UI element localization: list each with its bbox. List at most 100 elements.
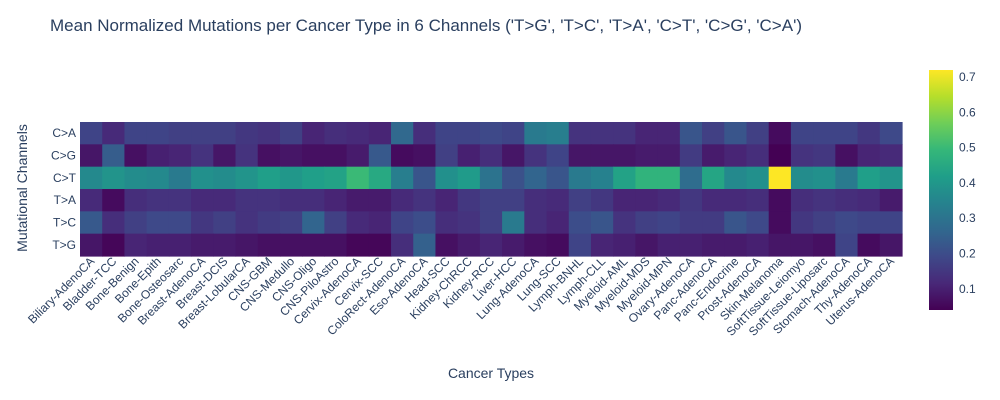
heatmap-cell	[235, 211, 259, 235]
heatmap-cell	[324, 233, 348, 257]
heatmap-cell	[502, 233, 525, 257]
heatmap-cell	[857, 122, 881, 145]
heatmap-cell	[302, 166, 325, 190]
heatmap-cell	[546, 144, 570, 168]
heatmap-cell	[524, 166, 548, 190]
heatmap-cell	[80, 166, 103, 190]
heatmap-cell	[346, 166, 370, 190]
heatmap-cell	[635, 211, 659, 235]
heatmap-cell	[124, 144, 148, 168]
heatmap-cell	[80, 211, 103, 235]
heatmap-cell	[502, 144, 525, 168]
heatmap-cell	[124, 122, 148, 145]
heatmap-cell	[835, 211, 859, 235]
heatmap-cell	[790, 189, 814, 212]
heatmap-cell	[391, 122, 414, 145]
heatmap-cell	[457, 233, 481, 257]
heatmap-cell	[879, 211, 903, 235]
colorbar-tick-label: 0.4	[959, 176, 976, 190]
heatmap-cell	[635, 166, 659, 190]
heatmap-cell	[435, 122, 459, 145]
heatmap-cell	[124, 233, 148, 257]
heatmap-cell	[413, 189, 437, 212]
heatmap-cell	[368, 189, 392, 212]
y-tick-label: T>A	[54, 193, 76, 207]
heatmap-cell	[124, 211, 148, 235]
heatmap-cell	[813, 166, 836, 190]
heatmap-cell	[479, 211, 503, 235]
heatmap-cell	[102, 189, 126, 212]
heatmap-cell	[657, 211, 681, 235]
heatmap-cell	[191, 144, 214, 168]
heatmap-cell	[457, 166, 481, 190]
heatmap-cell	[502, 211, 525, 235]
y-tick-label: T>G	[52, 238, 76, 252]
heatmap-cell	[80, 189, 103, 212]
heatmap-cell	[635, 233, 659, 257]
heatmap-cell	[324, 122, 348, 145]
heatmap-cell	[324, 144, 348, 168]
heatmap-cell	[524, 122, 548, 145]
heatmap-cell	[502, 166, 525, 190]
heatmap-cell	[279, 211, 303, 235]
heatmap-cell	[746, 166, 770, 190]
heatmap-cell	[257, 233, 281, 257]
heatmap-cell	[590, 211, 614, 235]
heatmap-cell	[657, 122, 681, 145]
heatmap-cell	[524, 233, 548, 257]
heatmap-cell	[279, 144, 303, 168]
heatmap-cell	[679, 211, 703, 235]
heatmap-cell	[746, 122, 770, 145]
heatmap-cell	[435, 166, 459, 190]
heatmap-cell	[635, 144, 659, 168]
heatmap-cell	[213, 166, 237, 190]
heatmap-cell	[346, 144, 370, 168]
heatmap-cell	[213, 233, 237, 257]
heatmap-cell	[879, 122, 903, 145]
heatmap-cell	[635, 189, 659, 212]
heatmap-cell	[702, 189, 725, 212]
heatmap-cell	[702, 233, 725, 257]
heatmap-cell	[346, 233, 370, 257]
heatmap-cell	[524, 211, 548, 235]
heatmap-cell	[746, 211, 770, 235]
heatmap-cell	[657, 144, 681, 168]
heatmap-cell	[235, 189, 259, 212]
y-tick-labels: C>A C>G C>T T>A T>C T>G	[51, 126, 77, 252]
heatmap-cell	[391, 166, 414, 190]
y-tick-label: C>T	[53, 171, 77, 185]
heatmap-cell	[102, 233, 126, 257]
heatmap-cell	[257, 144, 281, 168]
heatmap-cell	[191, 233, 214, 257]
heatmap-cell	[568, 233, 592, 257]
heatmap-cell	[790, 166, 814, 190]
y-tick-label: T>C	[53, 216, 76, 230]
heatmap-cell	[635, 122, 659, 145]
heatmap-cell	[124, 189, 148, 212]
heatmap-cell	[702, 211, 725, 235]
heatmap-cell	[613, 144, 637, 168]
heatmap-cell	[435, 211, 459, 235]
heatmap-cell	[168, 211, 192, 235]
heatmap-cell	[479, 122, 503, 145]
heatmap-cell	[590, 189, 614, 212]
heatmap-cell	[835, 122, 859, 145]
heatmap-cell	[124, 166, 148, 190]
heatmap-cell	[435, 233, 459, 257]
heatmap-cell	[724, 122, 748, 145]
colorbar	[929, 70, 953, 310]
heatmap-cell	[546, 211, 570, 235]
heatmap-cell	[457, 211, 481, 235]
heatmap-cell	[368, 122, 392, 145]
heatmap-cell	[724, 144, 748, 168]
heatmap-cell	[191, 189, 214, 212]
heatmap-cell	[279, 166, 303, 190]
heatmap-cell	[590, 233, 614, 257]
heatmap-cell	[546, 166, 570, 190]
heatmap-cell	[102, 166, 126, 190]
heatmap-cell	[546, 233, 570, 257]
colorbar-tick-label: 0.2	[959, 247, 976, 261]
heatmap-cell	[857, 144, 881, 168]
heatmap-cell	[724, 233, 748, 257]
heatmap-cell	[102, 211, 126, 235]
